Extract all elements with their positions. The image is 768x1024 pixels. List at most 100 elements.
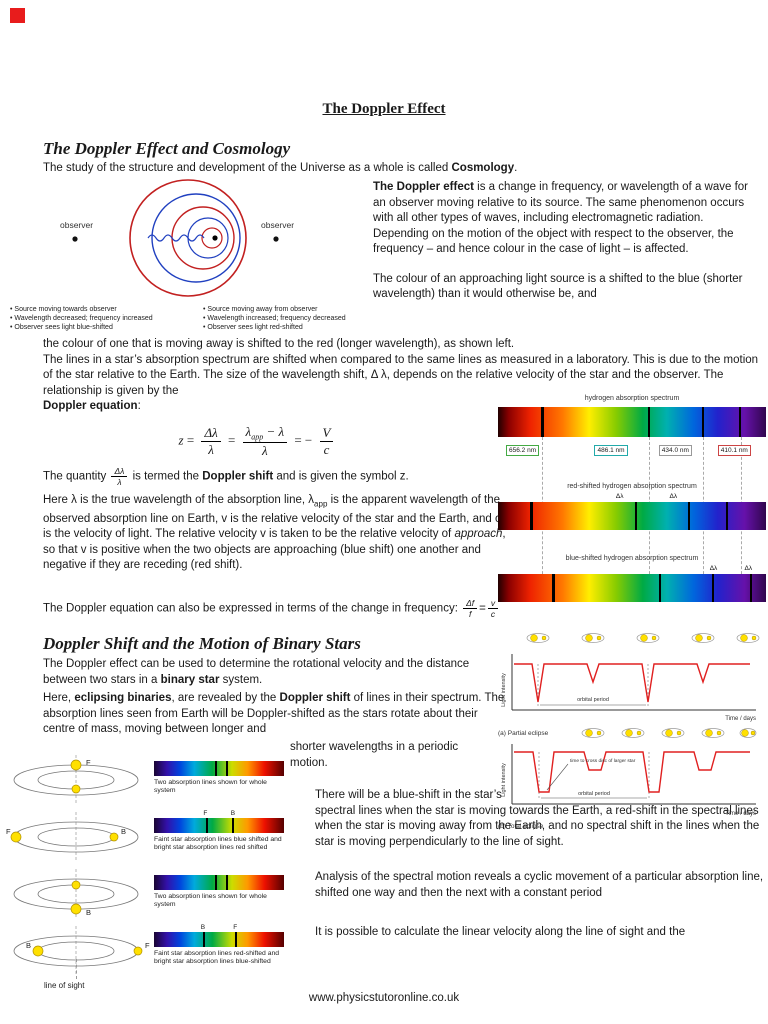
binary-spectrum-block: F B Faint star absorption lines blue shi… <box>154 810 284 867</box>
absorption-line <box>648 407 651 437</box>
absorption-line <box>634 502 637 530</box>
delta-lambda-label: Δλ <box>709 565 718 572</box>
star-icon <box>70 759 82 771</box>
frac-den: λ <box>262 443 268 459</box>
hydrogen-spectrum-bar <box>498 407 766 437</box>
eq-frac1: Δλ λ <box>201 425 221 457</box>
doppler-effect-paragraph: The Doppler effect is a change in freque… <box>373 180 761 303</box>
x-axis-label: Time / days <box>725 716 756 722</box>
wavefront-circle <box>129 179 247 297</box>
star-icon <box>71 784 81 794</box>
wavefront-circle <box>171 206 235 270</box>
receding-text: the colour of one that is moving away is… <box>43 338 515 350</box>
star-pair-icon <box>701 728 725 738</box>
binary-caption: Two absorption lines shown for whole sys… <box>154 893 267 908</box>
diagram-caption-towards: Source moving towards observer Wavelengt… <box>10 305 200 332</box>
star-pair-icon <box>581 633 605 643</box>
binary-phase-icons <box>526 633 760 643</box>
binary2-pre: Here, <box>43 692 75 704</box>
binary-spectrum: B F <box>154 924 284 948</box>
absorption-line <box>225 761 228 776</box>
frac-num: λapp − λ <box>242 424 288 444</box>
orbital-period-label: orbital period <box>577 697 609 703</box>
section-heading-binary: Doppler Shift and the Motion of Binary S… <box>43 634 361 653</box>
velocity-paragraph: Here λ is the true wavelength of the abs… <box>43 493 509 574</box>
bullet-item: Wavelength increased; frequency decrease… <box>203 314 393 323</box>
quantity-mid: is termed the <box>129 470 203 483</box>
shorter-wavelengths-text: shorter wavelengths in a periodic motion… <box>290 741 459 769</box>
line-of-sight-axis <box>76 959 77 979</box>
orbital-period-label: orbital period <box>578 791 610 797</box>
blue-wave-squiggle <box>147 234 205 242</box>
star-pair-icon <box>661 728 685 738</box>
observer-left-dot <box>72 236 78 242</box>
frequency-equation-line: The Doppler equation can also be express… <box>43 598 505 619</box>
star-label: F <box>86 758 91 767</box>
binary-row: B F B F Faint star absorption lines red-… <box>6 924 288 981</box>
binary-spectrum <box>154 867 284 891</box>
absorption-line <box>206 818 208 833</box>
binary-spectrum-block: Two absorption lines shown for whole sys… <box>154 753 284 810</box>
binary-paragraph-2: Here, eclipsing binaries, are revealed b… <box>43 691 505 738</box>
eq-sign: = − <box>294 432 313 448</box>
star-icon <box>71 880 81 890</box>
wavelength-label: 410.1 nm <box>717 445 751 456</box>
binary-row: B Two absorption lines shown for whole s… <box>6 867 288 924</box>
source-dot <box>212 235 218 241</box>
binary2-mid2: of lines in their spectrum. The absorpti… <box>43 692 505 735</box>
spectrum-bar <box>154 761 284 776</box>
x-axis-label: Time / days <box>725 811 756 817</box>
absorption-line <box>225 875 228 890</box>
absorption-line <box>658 574 661 602</box>
doppler-shift-bold: Doppler shift <box>279 692 351 704</box>
page-title: The Doppler Effect <box>322 101 446 117</box>
absorption-line <box>688 502 691 530</box>
star-pair-icon <box>636 633 660 643</box>
bullet-item: Wavelength decreased; frequency increase… <box>10 314 200 323</box>
annotation-arrow <box>546 763 569 791</box>
binary-spectrum-block: B F Faint star absorption lines red-shif… <box>154 924 284 981</box>
inline-fraction: Δλ λ <box>111 466 128 488</box>
star-icon <box>32 945 44 957</box>
app-subscript: app <box>251 432 264 442</box>
binary2-mid1: , are revealed by the <box>171 692 280 704</box>
frac-num: V <box>319 425 334 442</box>
observer-right-label: observer <box>261 220 294 230</box>
star-icon <box>10 831 22 843</box>
star-pair-icon <box>581 728 605 738</box>
binary-spectrum <box>154 753 284 777</box>
absorption-line <box>725 502 728 530</box>
approaching-text: The colour of an approaching light sourc… <box>373 272 743 301</box>
observer-right-dot <box>273 236 279 242</box>
delta-lambda-label: Δλ <box>615 493 624 500</box>
binary-star-figure: F Two absorption lines shown for whole s… <box>6 753 288 998</box>
y-axis-label: Light intensity <box>501 673 507 707</box>
freq-pre: The Doppler equation can also be express… <box>43 602 462 615</box>
binary-spectrum: F B <box>154 810 284 834</box>
light-curve-figure: Light intensity orbital period Time / da… <box>498 632 766 830</box>
binary-star-bold: binary star <box>160 673 220 686</box>
star-pair-icon <box>621 728 645 738</box>
app-subscript: app <box>314 499 328 509</box>
bullet-item: Source moving away from observer <box>203 305 393 314</box>
binary-caption: Faint star absorption lines red-shifted … <box>154 950 280 965</box>
light-curve-line <box>514 663 750 703</box>
spectrum-title: blue-shifted hydrogen absorption spectru… <box>565 555 699 562</box>
bullet-item: Source moving towards observer <box>10 305 200 314</box>
doppler-shift-bold: Doppler shift <box>202 470 274 483</box>
spectrum-bar <box>154 875 284 890</box>
absorption-line <box>712 574 715 602</box>
line-letter: B <box>230 810 236 817</box>
star-label: F <box>145 941 150 950</box>
line-letter: F <box>203 810 208 817</box>
colon: : <box>137 400 141 412</box>
here-p3: , so that v is positive when the two obj… <box>43 528 506 572</box>
partial-eclipse-light-curve: Light intensity orbital period Time / da… <box>501 654 756 722</box>
line-letter: F <box>233 924 238 931</box>
observer-left-label: observer <box>60 220 93 230</box>
frac-den: λ <box>117 477 122 488</box>
